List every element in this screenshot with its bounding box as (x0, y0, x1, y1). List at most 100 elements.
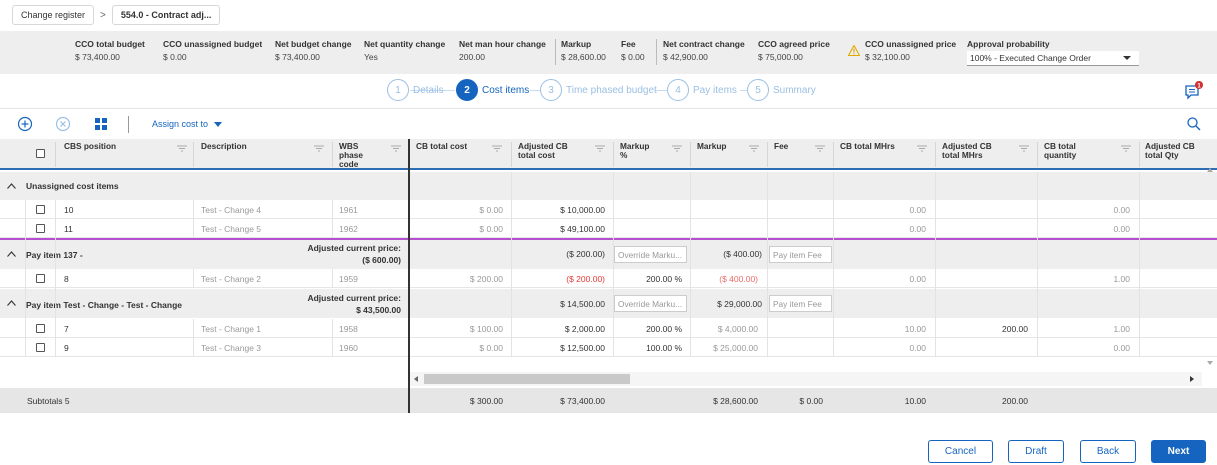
grid-view-icon[interactable] (93, 116, 109, 132)
filter-icon[interactable] (1019, 145, 1029, 152)
filter-icon[interactable] (672, 145, 682, 152)
comments-icon[interactable]: 1 (1184, 81, 1204, 101)
group-row-pay-item-test[interactable]: Pay item Test - Change - Test - Change A… (0, 289, 1217, 318)
row-checkbox[interactable] (36, 324, 45, 333)
filter-icon[interactable] (391, 145, 401, 152)
group-row-unassigned[interactable]: Unassigned cost items (0, 172, 1217, 200)
scroll-right-icon[interactable] (1190, 376, 1194, 382)
breadcrumb-change-register[interactable]: Change register (12, 5, 95, 25)
cbs-position: 7 (64, 324, 69, 334)
approval-probability-select[interactable]: 100% - Executed Change Order (967, 51, 1139, 66)
filter-icon[interactable] (177, 145, 187, 152)
summary-divider (555, 39, 556, 65)
markup: $ 4,000.00 (717, 324, 758, 334)
cb-total-cost: $ 0.00 (479, 343, 503, 353)
assign-cost-to-dropdown[interactable]: Assign cost to (152, 119, 223, 129)
table-row[interactable]: 7 Test - Change 1 1958 $ 100.00 $ 2,000.… (0, 319, 1217, 338)
adjusted-price-label: Adjusted current price: (307, 293, 401, 303)
scroll-down-icon[interactable] (1207, 361, 1213, 365)
step-details[interactable]: 1 Details (387, 79, 444, 101)
remove-icon[interactable] (55, 116, 71, 132)
table-row[interactable]: 9 Test - Change 3 1960 $ 0.00 $ 12,500.0… (0, 338, 1217, 357)
cancel-button[interactable]: Cancel (928, 440, 993, 463)
col-fee[interactable]: Fee (774, 141, 789, 151)
subtotal-adjusted-cb-total-mhrs: 200.00 (1002, 396, 1028, 406)
adjusted-cb-total-cost: ($ 200.00) (566, 249, 605, 259)
col-cb-total-cost[interactable]: CB total cost (416, 141, 468, 151)
summary-cco-agreed-price: CCO agreed price $ 75,000.00 (758, 39, 830, 62)
column-line (767, 172, 768, 357)
filter-icon[interactable] (815, 145, 825, 152)
markup-percent: 200.00 % (646, 324, 682, 334)
override-markup-input[interactable]: Override Marku... (614, 295, 687, 312)
column-line (193, 319, 194, 357)
row-checkbox[interactable] (36, 274, 45, 283)
subtotals-label: Subtotals (27, 396, 63, 406)
row-checkbox[interactable] (36, 343, 45, 352)
scroll-up-icon[interactable] (1207, 168, 1213, 172)
step-pay-items[interactable]: 4 Pay items (667, 79, 737, 101)
column-line (1139, 172, 1140, 357)
search-icon[interactable] (1186, 116, 1202, 132)
adjusted-price-value: ($ 600.00) (362, 255, 401, 265)
adjusted-cb-total-cost: $ 12,500.00 (560, 343, 605, 353)
col-markup-percent[interactable]: Markup% (620, 141, 650, 160)
adjusted-price-label: Adjusted current price: (307, 243, 401, 253)
column-line (193, 200, 194, 238)
back-button[interactable]: Back (1080, 440, 1136, 463)
cb-total-quantity: 0.00 (1113, 224, 1130, 234)
col-cb-total-quantity[interactable]: CB total quantity (1044, 141, 1077, 160)
column-separator (55, 142, 56, 167)
subtotal-cb-total-mhrs: 10.00 (904, 396, 926, 406)
select-all-checkbox[interactable] (36, 149, 45, 158)
override-markup-input[interactable]: Override Marku... (614, 246, 687, 263)
col-markup[interactable]: Markup (697, 141, 727, 151)
table-row[interactable]: 11 Test - Change 5 1962 $ 0.00 $ 49,100.… (0, 219, 1217, 238)
col-adjusted-cb-total-qty[interactable]: Adjusted CB total Qty (1145, 141, 1195, 160)
wbs-code: 1960 (339, 343, 358, 353)
chevron-up-icon[interactable] (7, 300, 16, 306)
col-cbs-position[interactable]: CBS position (64, 141, 117, 151)
markup: $ 29,000.00 (717, 299, 762, 309)
summary-cco-unassigned-price: CCO unassigned price $ 32,100.00 (865, 39, 957, 62)
pay-item-fee-input[interactable]: Pay item Fee (769, 246, 832, 263)
group-row-pay-item-137[interactable]: Pay item 137 - Adjusted current price: (… (0, 240, 1217, 269)
filter-icon[interactable] (595, 145, 605, 152)
step-summary[interactable]: 5 Summary (747, 79, 816, 101)
column-separator (1139, 142, 1140, 167)
col-adjusted-cb-total-mhrs[interactable]: Adjusted CB total MHrs (942, 141, 992, 160)
chevron-up-icon[interactable] (7, 183, 16, 189)
filter-icon[interactable] (1121, 145, 1131, 152)
cb-total-mhrs: 0.00 (909, 343, 926, 353)
subtotal-fee: $ 0.00 (799, 396, 823, 406)
scrollbar-thumb[interactable] (424, 374, 630, 384)
scroll-left-icon[interactable] (414, 376, 418, 382)
column-separator (332, 142, 333, 167)
filter-icon[interactable] (314, 145, 324, 152)
filter-icon[interactable] (749, 145, 759, 152)
add-icon[interactable] (17, 116, 33, 132)
pay-item-fee-input[interactable]: Pay item Fee (769, 295, 832, 312)
step-cost-items[interactable]: 2 Cost items (456, 79, 529, 101)
next-button[interactable]: Next (1151, 440, 1206, 463)
filter-icon[interactable] (917, 145, 927, 152)
col-adjusted-cb-total-cost[interactable]: Adjusted CB total cost (518, 141, 568, 160)
step-time-phased-budget[interactable]: 3 Time phased budget (540, 79, 657, 101)
chevron-up-icon[interactable] (7, 251, 16, 257)
column-separator (935, 142, 936, 167)
row-checkbox[interactable] (36, 205, 45, 214)
cb-total-quantity: 1.00 (1113, 274, 1130, 284)
horizontal-scrollbar[interactable] (410, 372, 1202, 386)
warning-icon (848, 45, 860, 56)
filter-icon[interactable] (492, 145, 502, 152)
col-cb-total-mhrs[interactable]: CB total MHrs (840, 141, 895, 151)
notification-badge: 1 (1197, 83, 1201, 89)
col-description[interactable]: Description (201, 141, 247, 151)
breadcrumb-current[interactable]: 554.0 - Contract adj... (111, 5, 221, 25)
col-wbs-phase-code[interactable]: WBS phase code (339, 141, 363, 169)
row-checkbox[interactable] (36, 224, 45, 233)
draft-button[interactable]: Draft (1008, 440, 1064, 463)
table-row[interactable]: 8 Test - Change 2 1959 $ 200.00 ($ 200.0… (0, 269, 1217, 288)
summary-divider (656, 39, 657, 65)
table-row[interactable]: 10 Test - Change 4 1961 $ 0.00 $ 10,000.… (0, 200, 1217, 219)
